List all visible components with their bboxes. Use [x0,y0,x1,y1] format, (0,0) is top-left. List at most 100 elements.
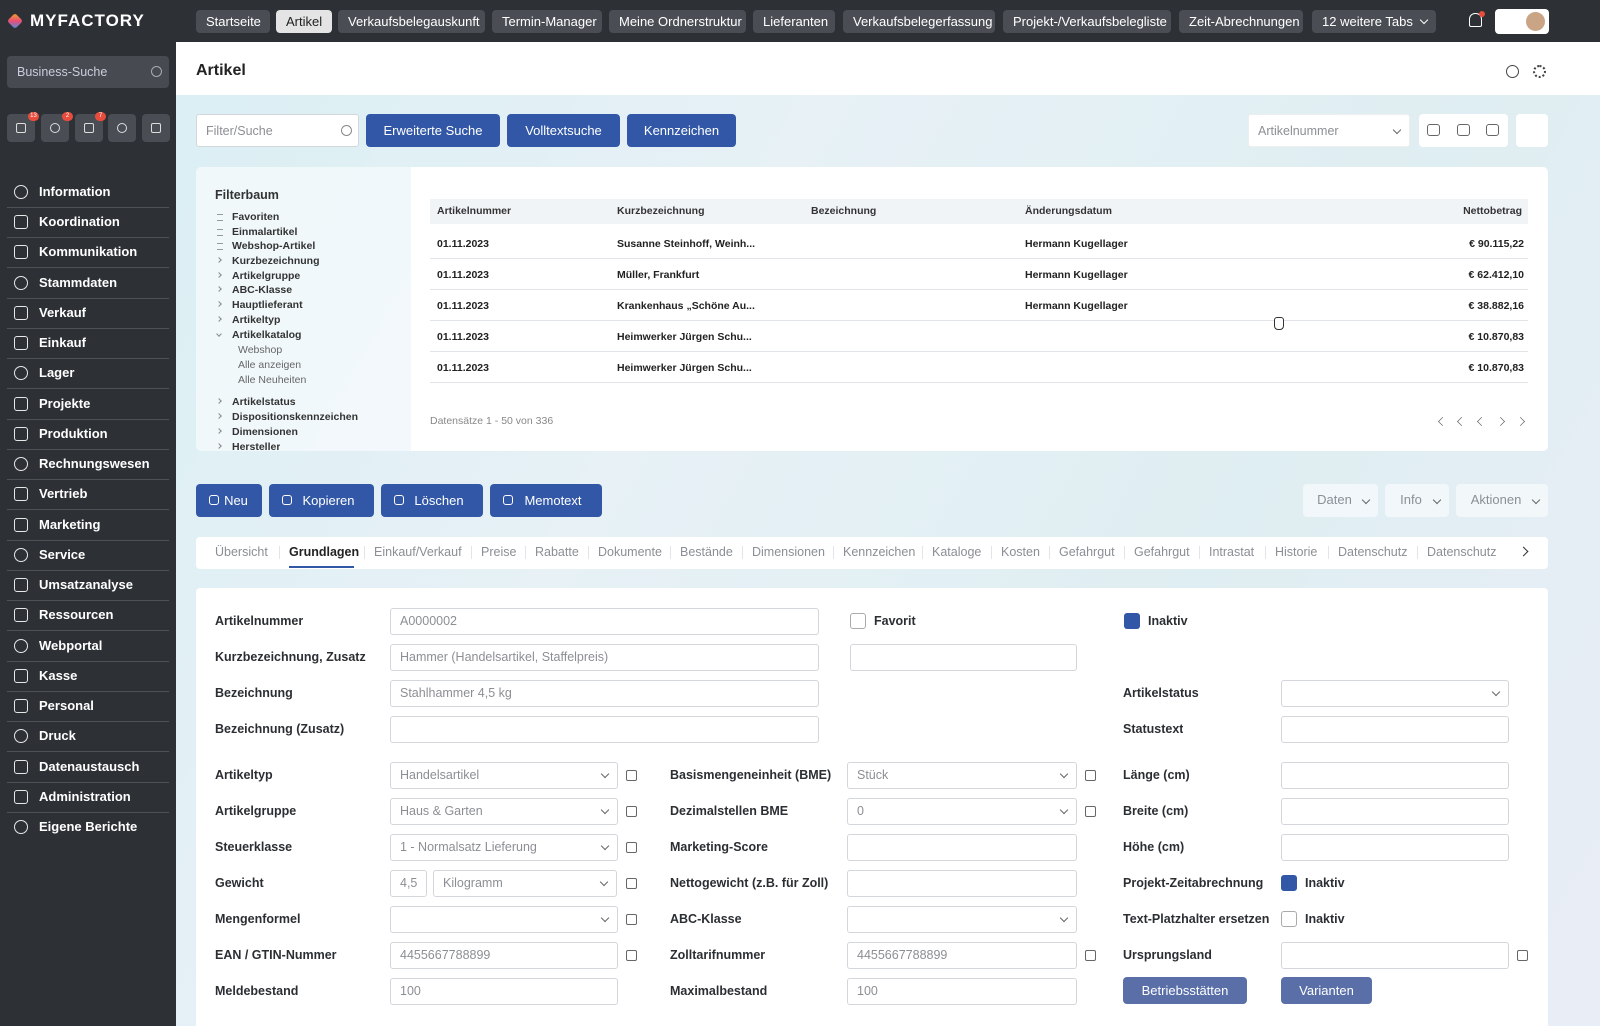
info-icon[interactable] [1085,806,1096,817]
nav-item[interactable]: Service [39,546,86,562]
detail-tab[interactable]: Kennzeichen [843,545,916,559]
field-select[interactable]: 0 [847,798,1077,825]
field-input[interactable]: Stahlhammer 4,5 kg [390,680,819,707]
top-tab[interactable]: Zeit-Abrechnungen [1179,10,1303,33]
top-tab[interactable]: Artikel [276,10,332,33]
detail-tab[interactable]: Bestände [680,545,733,559]
top-tab[interactable]: Termin-Manager [492,10,602,33]
field-select[interactable] [390,906,618,933]
column-header[interactable]: Nettobetrag [1463,205,1522,217]
tree-item[interactable]: Einmalartikel [232,226,298,238]
nav-item[interactable]: Produktion [39,425,108,441]
tree-item[interactable]: Dimensionen [232,426,298,438]
field-input[interactable] [850,644,1077,671]
tree-item[interactable]: Webshop-Artikel [232,240,316,252]
tree-item[interactable]: Artikelgruppe [232,270,301,282]
info-icon[interactable] [626,950,637,961]
column-header[interactable]: Artikelnummer [437,205,512,217]
table-menu[interactable] [1526,173,1542,183]
field-select[interactable] [847,906,1077,933]
field-select[interactable]: Handelsartikel [390,762,618,789]
detail-tab[interactable]: Übersicht [215,545,268,559]
tree-item[interactable]: Alle Neuheiten [238,374,307,386]
nav-item[interactable]: Vertrieb [39,486,88,502]
info-icon[interactable] [626,770,637,781]
column-header[interactable]: Bezeichnung [811,205,877,217]
field-input[interactable]: 4455667788899 [390,942,618,969]
field-input[interactable] [1281,834,1509,861]
field-input[interactable] [1281,942,1509,969]
field-select[interactable] [1281,680,1509,707]
nav-item[interactable]: Stammdaten [39,274,118,290]
top-tab[interactable]: Lieferanten [753,10,835,33]
action-button[interactable]: Neu [196,484,262,517]
detail-tab[interactable]: Kataloge [932,545,982,559]
field-input[interactable]: 100 [847,978,1077,1005]
menu-button[interactable]: Info [1385,484,1449,517]
info-icon[interactable] [626,878,637,889]
view-switcher[interactable] [1419,114,1508,147]
field-input[interactable]: A0000002 [390,608,819,635]
tree-item[interactable]: Hersteller [232,441,281,453]
tree-item[interactable]: Kurzbezeichnung [232,255,320,267]
field-input[interactable] [1281,798,1509,825]
field-input[interactable]: 100 [390,978,618,1005]
field-input[interactable]: Hammer (Handelsartikel, Staffelpreis) [390,644,819,671]
info-icon[interactable] [1085,770,1096,781]
toolbar-button[interactable]: Volltextsuche [507,114,620,147]
detail-tab[interactable]: Kosten [1001,545,1040,559]
tree-item[interactable]: Artikelstatus [232,396,296,408]
tree-item[interactable]: Dispositionskennzeichen [232,411,359,423]
action-button[interactable]: Memotext [490,484,602,517]
checkbox[interactable] [1281,875,1297,891]
nav-item[interactable]: Eigene Berichte [39,819,138,835]
detail-tab[interactable]: Gefahrgut [1134,545,1190,559]
quick-button[interactable] [142,114,170,142]
refresh-icon[interactable] [1506,65,1519,78]
settings-icon[interactable] [1533,65,1546,78]
toolbar-button[interactable]: Erweiterte Suche [366,114,500,147]
checkbox[interactable] [1281,911,1297,927]
field-input[interactable] [1281,762,1509,789]
field-select[interactable]: Kilogramm [433,870,617,897]
menu-button[interactable]: Daten [1303,484,1378,517]
tree-item[interactable]: Alle anzeigen [238,359,302,371]
nav-item[interactable]: Verkauf [39,304,86,320]
column-header[interactable]: Änderungsdatum [1025,205,1112,217]
tree-item[interactable]: Hauptlieferant [232,299,303,311]
action-button[interactable]: Kopieren [269,484,374,517]
tree-item[interactable]: Favoriten [232,211,280,223]
checkbox[interactable] [850,613,866,629]
toolbar-button[interactable]: Kennzeichen [627,114,736,147]
nav-item[interactable]: Information [39,184,111,199]
nav-item[interactable]: Projekte [39,395,91,411]
more-button[interactable] [1516,114,1548,147]
tree-item[interactable]: ABC-Klasse [232,284,293,296]
nav-item[interactable]: Lager [39,365,75,381]
comment-icon[interactable] [1085,950,1096,961]
menu-button[interactable]: Aktionen [1456,484,1548,517]
detail-tab[interactable]: Einkauf/Verkauf [374,545,462,559]
field-select[interactable]: Stück [847,762,1077,789]
business-search[interactable]: Business-Suche [7,56,169,88]
tree-item[interactable]: Artikeltyp [232,314,281,326]
filter-input[interactable]: Filter/Suche [196,114,359,147]
nav-item[interactable]: Rechnungswesen [39,456,150,472]
nav-item[interactable]: Einkauf [39,335,86,351]
field-input[interactable] [847,834,1077,861]
action-button[interactable]: Löschen [381,484,483,517]
detail-tab[interactable]: Historie [1275,545,1318,559]
detail-tab[interactable]: Intrastat [1209,545,1255,559]
form-button[interactable]: Betriebsstätten [1123,977,1247,1004]
field-input[interactable] [390,716,819,743]
nav-item[interactable]: Personal [39,698,94,714]
top-tab[interactable]: Verkaufsbelegerfassung [843,10,995,33]
top-tab[interactable]: Verkaufsbelegauskunft [338,10,485,33]
top-tab[interactable]: Startseite [196,10,270,33]
sort-dropdown[interactable]: Artikelnummer [1248,114,1410,147]
nav-item[interactable]: Umsatzanalyse [39,577,133,593]
form-button[interactable]: Varianten [1281,977,1372,1004]
nav-item[interactable]: Kommunikation [39,244,138,260]
nav-item[interactable]: Webportal [39,637,103,653]
detail-tab[interactable]: Gefahrgut [1059,545,1115,559]
